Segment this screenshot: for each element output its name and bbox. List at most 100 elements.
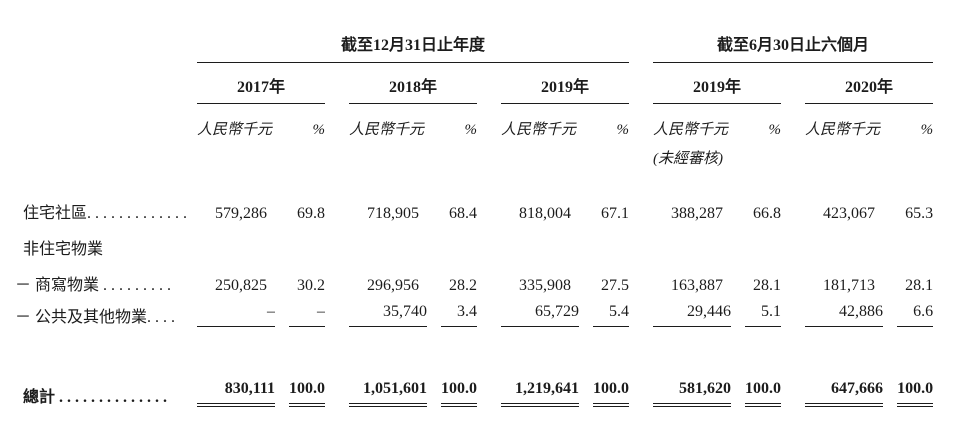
spacer-cell [477, 298, 501, 330]
pct-value: 68.4 [449, 205, 477, 222]
spacer-cell [477, 262, 501, 298]
money-value: 335,908 [519, 277, 571, 294]
pct-value: 65.3 [905, 205, 934, 222]
row-label: － 公共及其他物業. . . . [15, 309, 176, 326]
spacer-cell [325, 190, 349, 226]
pct-value: 28.1 [905, 277, 934, 294]
money-value: 29,446 [653, 298, 732, 330]
unit-header: 人民幣千元 [653, 122, 729, 138]
table-row-residential: 住宅社區. . . . . . . . . . . . . 579,286 69… [15, 190, 933, 226]
money-value: 35,740 [349, 298, 427, 330]
money-value: 581,620 [653, 372, 732, 410]
pct-value: 5.4 [579, 298, 630, 330]
year-header-2018: 2018年 [349, 62, 477, 104]
money-value: 42,886 [805, 298, 884, 330]
pct-value: 66.8 [753, 205, 782, 222]
spacer-cell [629, 262, 653, 298]
pct-header: % [464, 122, 478, 138]
spacer-cell [15, 103, 197, 141]
unaudited-note: (未經審核) [653, 151, 724, 167]
period-group-interim: 截至6月30日止六個月 [653, 28, 934, 63]
spacer-cell [629, 103, 653, 141]
spacer-cell [629, 190, 653, 226]
spacer-cell [477, 62, 501, 103]
spacer-cell [781, 372, 805, 410]
money-value: 718,905 [367, 205, 419, 222]
year-header-2019: 2019年 [501, 62, 630, 104]
year-header-2020-interim: 2020年 [805, 62, 934, 104]
financial-table: 截至12月31日止年度 截至6月30日止六個月 2017年 2018年 2019… [15, 28, 934, 410]
spacer-cell [325, 103, 349, 141]
table-row-public-other: － 公共及其他物業. . . . – – 35,740 3.4 65,729 5… [15, 298, 934, 330]
pct-value: 100.0 [579, 372, 630, 410]
money-value: 388,287 [671, 205, 724, 222]
year-header-2019-interim: 2019年 [653, 62, 782, 104]
spacer-cell [15, 141, 197, 172]
pct-value: 100.0 [427, 372, 477, 410]
unit-header: 人民幣千元 [805, 122, 881, 138]
unit-header-row: 人民幣千元 % 人民幣千元 % 人民幣千元 % 人民幣千元 % 人民幣千元 % [15, 103, 933, 141]
unit-header: 人民幣千元 [197, 122, 273, 138]
spacer-cell [781, 298, 805, 330]
spacer-cell [325, 62, 349, 103]
spacer-cell [15, 62, 197, 103]
spacer-cell [781, 141, 933, 172]
period-group-row: 截至12月31日止年度 截至6月30日止六個月 [15, 28, 934, 63]
spacer-cell [629, 28, 653, 62]
money-value: 1,051,601 [349, 372, 427, 410]
table-row-nonresidential-heading: 非住宅物業 [15, 226, 933, 262]
spacer-row [15, 172, 933, 190]
pct-header: % [616, 122, 630, 138]
spacer-cell [325, 298, 349, 330]
money-value: 163,887 [671, 277, 724, 294]
year-header-2017: 2017年 [197, 62, 325, 104]
spacer-cell [477, 190, 501, 226]
money-value: 250,825 [215, 277, 267, 294]
unit-header: 人民幣千元 [501, 122, 577, 138]
pct-value: 27.5 [601, 277, 630, 294]
spacer-cell [781, 62, 805, 103]
spacer-cell [197, 141, 653, 172]
spacer-cell [477, 103, 501, 141]
spacer-cell [197, 226, 933, 262]
money-value: 647,666 [805, 372, 884, 410]
spacer-cell [781, 262, 805, 298]
spacer-cell [477, 372, 501, 410]
pct-value: 69.8 [297, 205, 325, 222]
money-value: 65,729 [501, 298, 579, 330]
unit-header: 人民幣千元 [349, 122, 425, 138]
period-group-annual: 截至12月31日止年度 [197, 28, 630, 63]
pct-value: 3.4 [427, 298, 477, 330]
row-label: 總計 . . . . . . . . . . . . . . [23, 389, 168, 406]
money-value: 818,004 [519, 205, 571, 222]
money-value: 579,286 [215, 205, 267, 222]
pct-value: 6.6 [883, 298, 934, 330]
spacer-cell [15, 28, 197, 62]
spacer-cell [325, 372, 349, 410]
spacer-row [15, 330, 933, 372]
spacer-cell [629, 298, 653, 330]
spacer-cell [781, 103, 805, 141]
pct-header: % [768, 122, 782, 138]
pct-value: 67.1 [601, 205, 630, 222]
money-value: 423,067 [823, 205, 876, 222]
money-value: 296,956 [367, 277, 419, 294]
money-value: 1,219,641 [501, 372, 579, 410]
row-label: 住宅社區. . . . . . . . . . . . . [23, 205, 188, 222]
pct-value: 100.0 [883, 372, 934, 410]
pct-value: 28.1 [753, 277, 782, 294]
spacer-cell [781, 190, 805, 226]
money-value: 181,713 [823, 277, 876, 294]
pct-value: 30.2 [297, 277, 325, 294]
pct-value: 28.2 [449, 277, 477, 294]
spacer-cell [325, 262, 349, 298]
pct-value: – [275, 298, 325, 330]
pct-value: 5.1 [731, 298, 782, 330]
pct-header: % [920, 122, 934, 138]
year-header-row: 2017年 2018年 2019年 2019年 2020年 [15, 62, 934, 104]
unaudited-note-row: (未經審核) [15, 141, 933, 172]
spacer-cell [629, 372, 653, 410]
pct-value: 100.0 [731, 372, 782, 410]
pct-header: % [312, 122, 326, 138]
